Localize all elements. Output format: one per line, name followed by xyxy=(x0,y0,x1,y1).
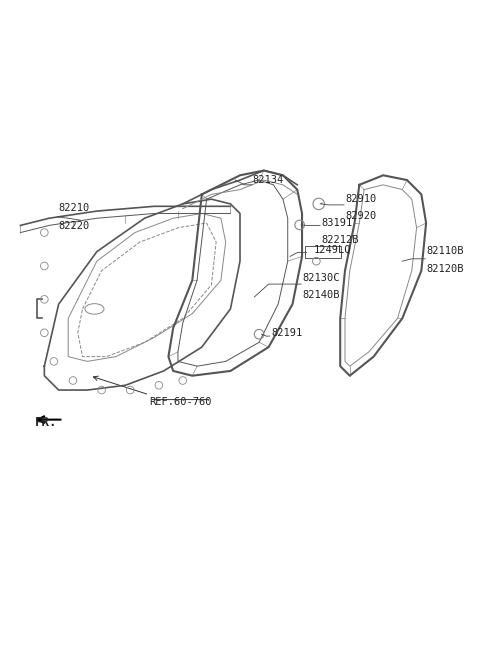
Text: 82120B: 82120B xyxy=(426,264,464,274)
Text: 82212B: 82212B xyxy=(321,235,359,245)
Text: 82110B: 82110B xyxy=(426,247,464,256)
Text: 82140B: 82140B xyxy=(302,290,339,300)
Text: REF.60-760: REF.60-760 xyxy=(149,397,212,407)
Text: 82910: 82910 xyxy=(345,194,376,204)
FancyBboxPatch shape xyxy=(305,246,341,258)
Text: 82220: 82220 xyxy=(59,220,90,231)
Text: FR.: FR. xyxy=(35,417,57,429)
Text: 1249LQ: 1249LQ xyxy=(314,244,351,255)
Text: 82191: 82191 xyxy=(271,327,302,338)
Text: 82920: 82920 xyxy=(345,211,376,221)
Text: 83191: 83191 xyxy=(321,218,352,228)
Text: 82130C: 82130C xyxy=(302,273,339,283)
Text: 82210: 82210 xyxy=(59,203,90,213)
Text: 82134: 82134 xyxy=(252,175,283,185)
